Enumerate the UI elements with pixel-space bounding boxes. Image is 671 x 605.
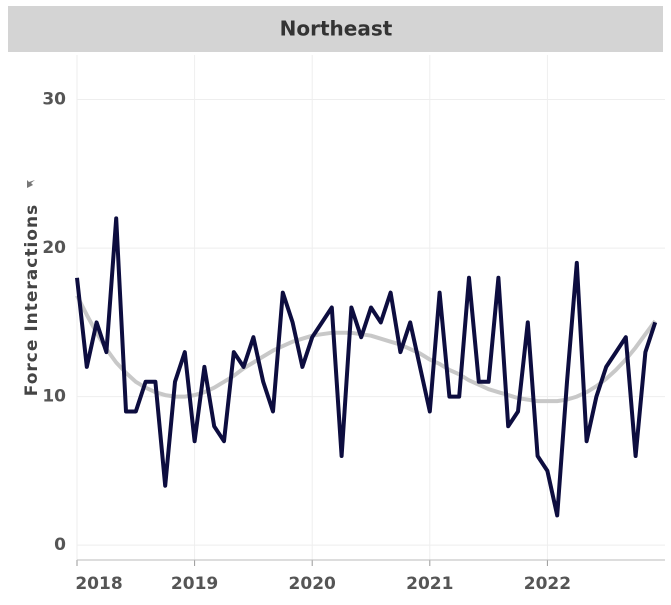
y-axis-title: Force Interactions: [22, 204, 42, 396]
x-tick-label: 2021: [406, 574, 453, 594]
y-tick-label: 0: [54, 535, 66, 555]
y-tick-label: 20: [42, 238, 66, 258]
pin-icon: [27, 180, 35, 188]
y-tick-label: 30: [42, 90, 66, 110]
header-bar: [8, 6, 663, 52]
series-line: [75, 216, 658, 518]
y-tick-label: 10: [42, 387, 66, 407]
x-tick-label: 2022: [524, 574, 571, 594]
x-tick-label: 2019: [171, 574, 218, 594]
x-tick-label: 2020: [289, 574, 336, 594]
chart-title: Northeast: [280, 17, 393, 41]
x-tick-label: 2018: [75, 574, 122, 594]
